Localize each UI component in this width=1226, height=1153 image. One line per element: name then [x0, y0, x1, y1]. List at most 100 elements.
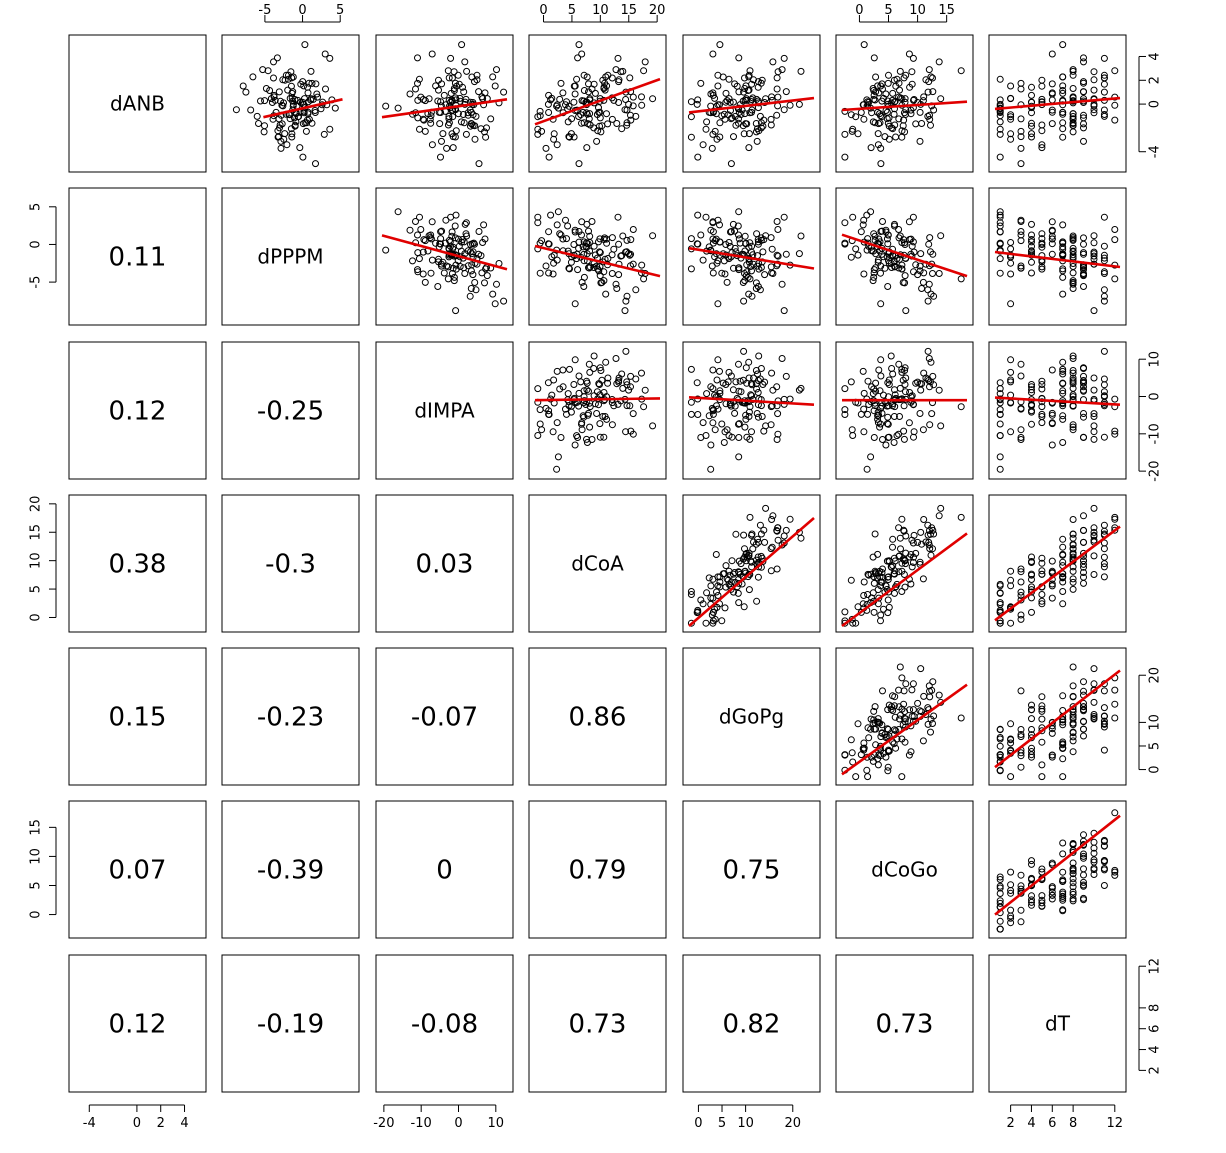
data-point: [774, 226, 782, 233]
data-point: [419, 115, 427, 123]
data-point: [1028, 751, 1035, 759]
tick-label: -20: [373, 1116, 394, 1131]
correlation-value: -0.3: [265, 550, 316, 580]
data-point: [416, 213, 423, 221]
data-point: [545, 411, 553, 418]
data-point: [893, 432, 901, 440]
data-point: [935, 58, 943, 66]
data-point: [1017, 262, 1025, 270]
data-point: [1048, 96, 1056, 104]
data-point: [1028, 715, 1035, 723]
data-point: [746, 239, 754, 247]
panel-frame: [528, 34, 667, 173]
data-point: [575, 372, 583, 380]
data-point: [1048, 108, 1056, 116]
data-point: [725, 75, 733, 83]
data-point: [1069, 711, 1077, 719]
data-point: [331, 104, 339, 112]
data-point: [841, 107, 849, 115]
panel-dPPPM-vs-dT: [988, 187, 1127, 326]
data-point: [469, 248, 477, 256]
data-point: [709, 218, 717, 226]
data-point: [756, 112, 764, 120]
data-point: [562, 216, 569, 224]
data-point: [460, 119, 468, 127]
data-point: [748, 392, 756, 400]
regression-line: [841, 233, 968, 278]
data-point: [564, 222, 572, 230]
data-point: [878, 409, 886, 417]
data-point: [848, 127, 856, 135]
panel-frame: [835, 494, 974, 633]
data-point: [1090, 428, 1098, 436]
data-point: [996, 96, 1004, 104]
panel-dANB-vs-dIMPA: [375, 34, 514, 173]
data-point: [875, 120, 883, 128]
data-point: [761, 271, 769, 279]
data-point: [735, 235, 743, 243]
data-point: [1090, 686, 1098, 694]
data-point: [895, 430, 903, 438]
data-point: [900, 74, 908, 82]
tick-label: 0: [29, 910, 44, 918]
data-point: [1028, 706, 1035, 714]
data-point: [1100, 347, 1108, 355]
data-point: [708, 262, 716, 270]
data-point: [632, 112, 640, 120]
data-point: [578, 426, 586, 434]
data-point: [1111, 427, 1119, 435]
data-point: [593, 137, 601, 145]
tick-label: 10: [737, 1116, 754, 1131]
data-point: [702, 213, 710, 221]
data-point: [926, 693, 934, 701]
data-point: [901, 95, 909, 103]
panel-frame: [682, 341, 821, 480]
data-point: [1038, 702, 1046, 710]
data-point: [697, 231, 705, 239]
data-point: [1038, 570, 1046, 578]
data-point: [747, 391, 755, 399]
data-point: [902, 560, 909, 568]
tick-label: 5: [336, 3, 344, 18]
data-point: [877, 372, 885, 380]
data-point: [1048, 884, 1056, 892]
data-point: [567, 258, 575, 266]
data-point: [1100, 704, 1108, 712]
data-point: [870, 95, 878, 103]
data-point: [320, 130, 328, 138]
data-point: [1080, 410, 1087, 417]
data-point: [754, 78, 762, 86]
tick-label: -4: [83, 1116, 96, 1131]
data-point: [767, 121, 775, 129]
panel-dPPPM-vs-dIMPA: [375, 187, 514, 326]
data-point: [313, 90, 321, 98]
data-point: [841, 411, 849, 418]
tick-label: 20: [29, 496, 44, 513]
data-point: [586, 110, 594, 118]
panel-frame: [835, 187, 974, 326]
data-point: [1038, 76, 1046, 84]
data-point: [573, 75, 581, 83]
data-point: [596, 272, 604, 280]
data-point: [737, 111, 745, 118]
data-point: [1048, 50, 1056, 58]
data-point: [615, 78, 623, 86]
data-point: [638, 93, 645, 101]
data-point: [1017, 568, 1025, 576]
data-point: [877, 269, 884, 277]
data-point: [565, 133, 573, 141]
data-point: [740, 88, 748, 96]
panel-frame: [221, 954, 360, 1093]
panel-dGoPg-vs-dGoPg: dGoPg: [682, 647, 821, 786]
data-point: [919, 278, 927, 286]
data-point: [1017, 237, 1025, 245]
tick-label: -10: [1148, 423, 1163, 444]
data-point: [583, 109, 590, 117]
panel-frame: [682, 187, 821, 326]
data-point: [898, 368, 906, 376]
data-point: [725, 239, 733, 246]
data-point: [687, 619, 695, 627]
data-point: [1007, 919, 1015, 927]
data-point: [596, 248, 603, 256]
data-point: [1100, 882, 1108, 889]
